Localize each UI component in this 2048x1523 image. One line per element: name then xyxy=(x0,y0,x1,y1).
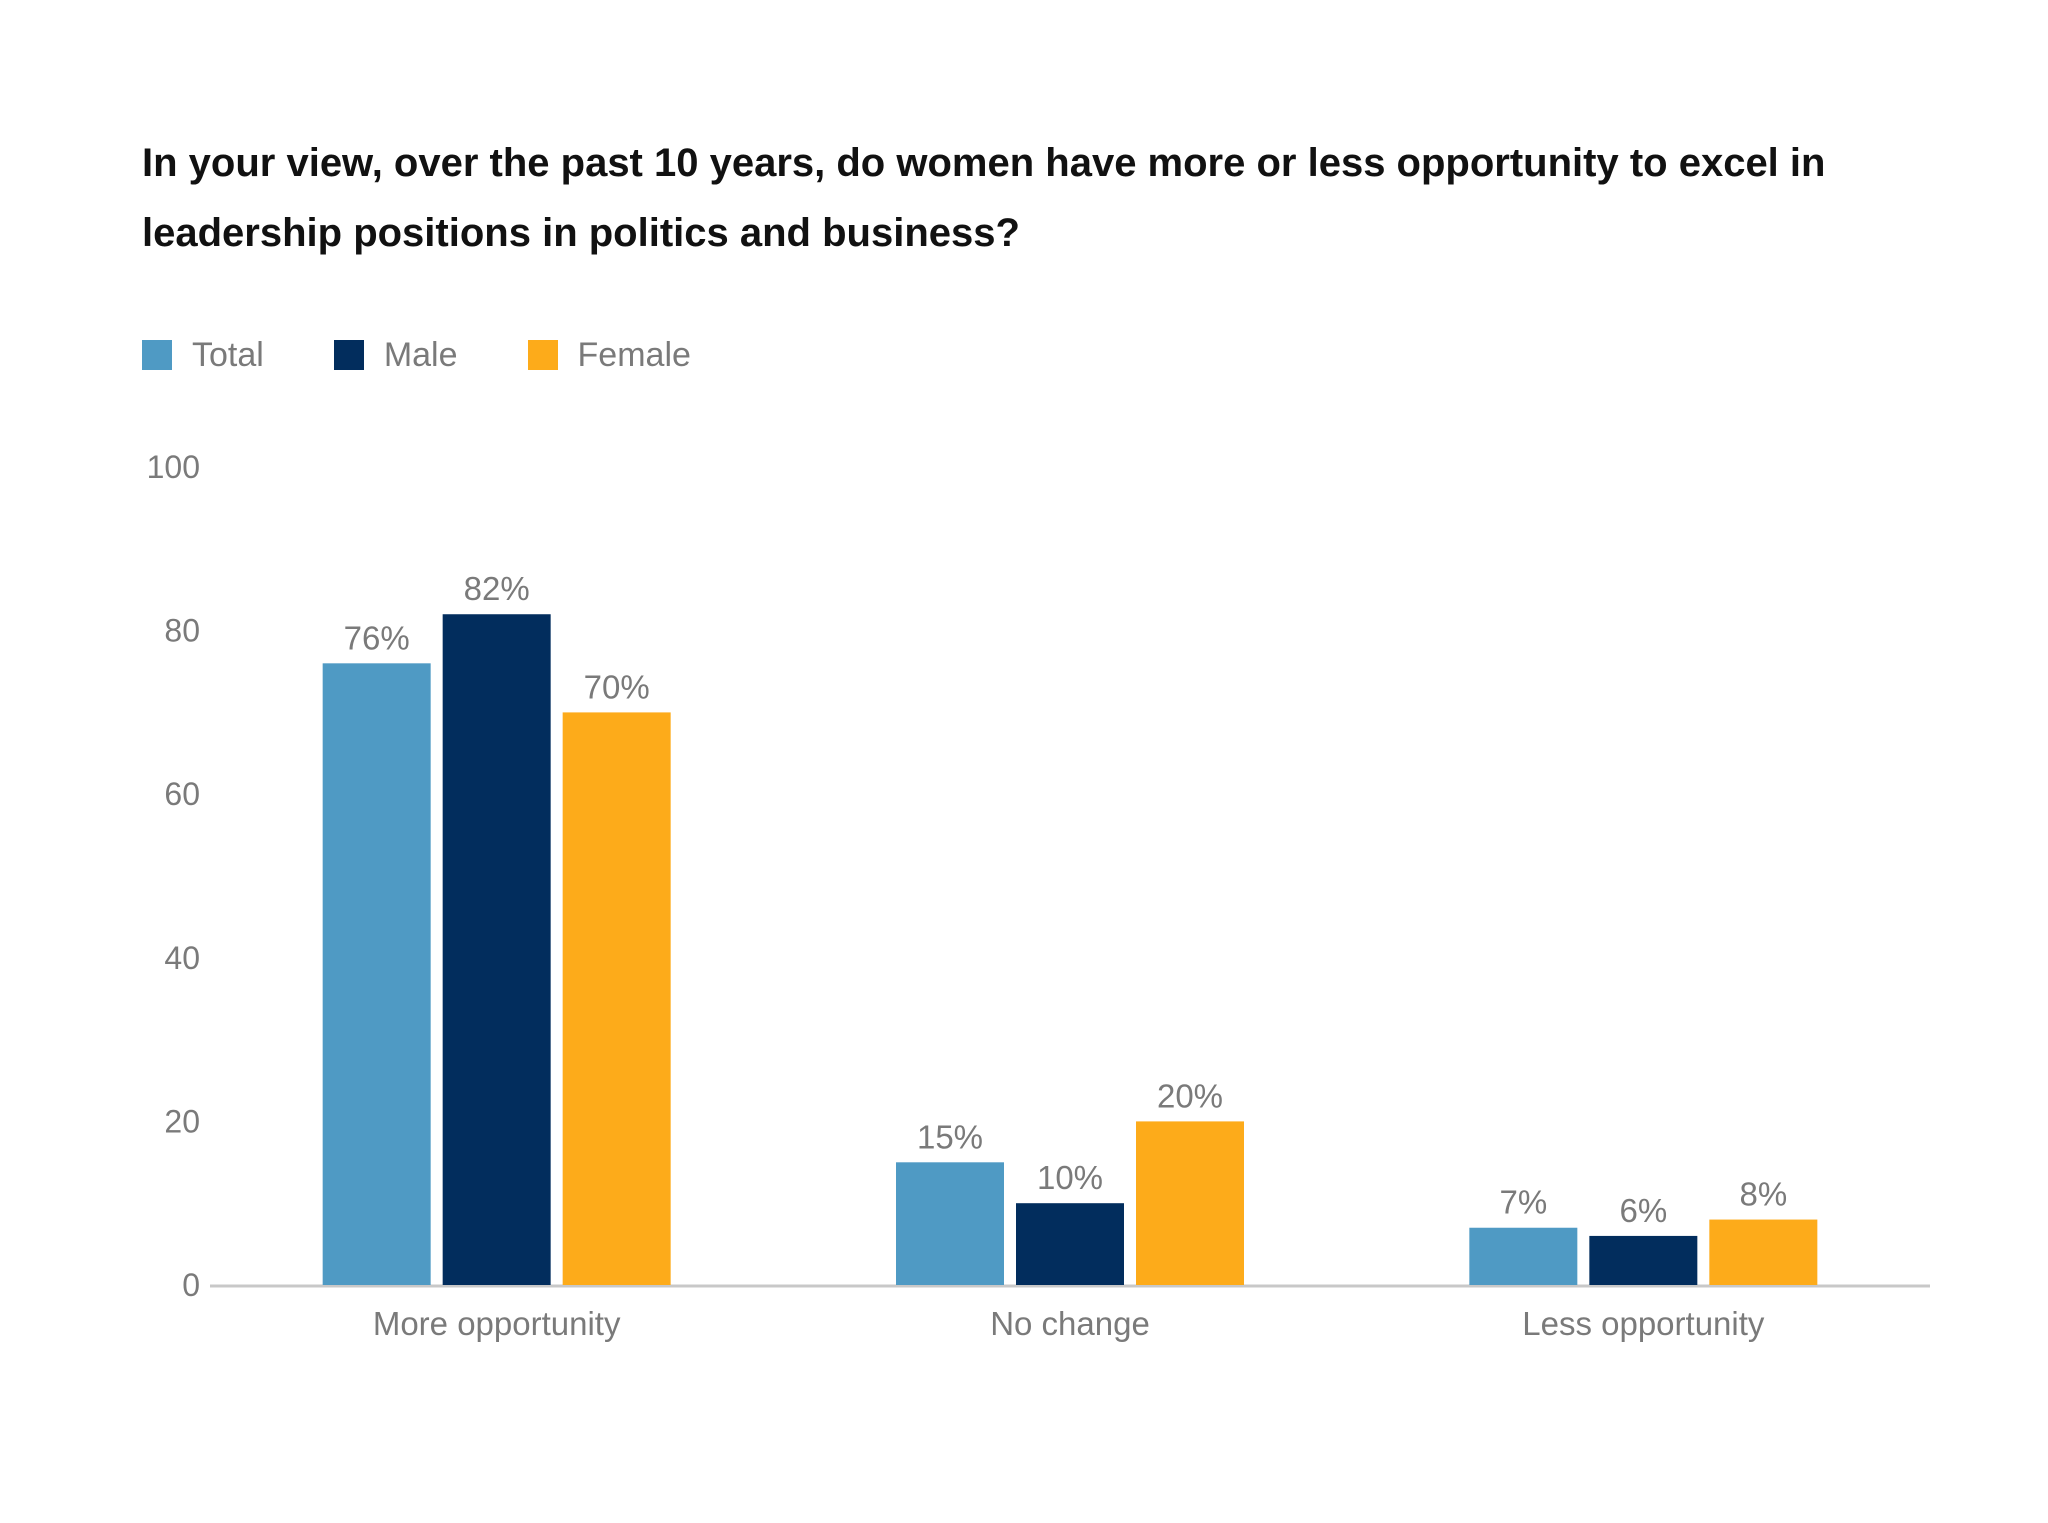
legend-swatch-female xyxy=(527,340,558,370)
bar-total-1 xyxy=(896,1162,1004,1285)
y-tick-label: 60 xyxy=(164,776,200,812)
data-label: 10% xyxy=(1037,1159,1103,1196)
bar-female-0 xyxy=(562,712,671,1285)
legend-label-female: Female xyxy=(577,335,691,374)
legend-item-female: Female xyxy=(527,335,691,375)
legend-swatch-total xyxy=(142,340,172,370)
data-label: 82% xyxy=(464,570,530,607)
chart-title: In your view, over the past 10 years, do… xyxy=(142,141,1826,255)
legend-label-total: Total xyxy=(192,335,264,374)
data-label: 6% xyxy=(1619,1192,1667,1229)
y-tick-label: 80 xyxy=(164,613,200,649)
bar-total-2 xyxy=(1469,1227,1578,1285)
y-tick-label: 40 xyxy=(164,940,200,976)
bar-female-1 xyxy=(1136,1121,1244,1285)
data-label: 8% xyxy=(1739,1176,1787,1213)
legend-label-male: Male xyxy=(383,335,458,374)
legend-item-male: Male xyxy=(333,335,458,375)
data-label: 76% xyxy=(344,619,410,656)
data-label: 15% xyxy=(917,1118,983,1155)
data-label: 20% xyxy=(1157,1077,1223,1114)
y-tick-label: 100 xyxy=(147,449,200,485)
y-tick-label: 20 xyxy=(164,1103,200,1139)
category-label: More opportunity xyxy=(373,1305,621,1342)
category-label: Less opportunity xyxy=(1522,1305,1765,1342)
bar-male-2 xyxy=(1589,1235,1698,1285)
category-label: No change xyxy=(990,1305,1150,1342)
legend-swatch-male xyxy=(333,340,364,370)
bar-male-1 xyxy=(1016,1203,1124,1285)
data-label: 7% xyxy=(1499,1184,1547,1221)
legend-item-total: Total xyxy=(142,336,264,375)
bar-male-0 xyxy=(442,614,551,1285)
legend: Total Male Female xyxy=(142,330,761,380)
bar-female-2 xyxy=(1709,1219,1818,1285)
data-label: 70% xyxy=(584,668,650,705)
bar-total-0 xyxy=(322,663,431,1285)
y-tick-label: 0 xyxy=(182,1267,200,1303)
